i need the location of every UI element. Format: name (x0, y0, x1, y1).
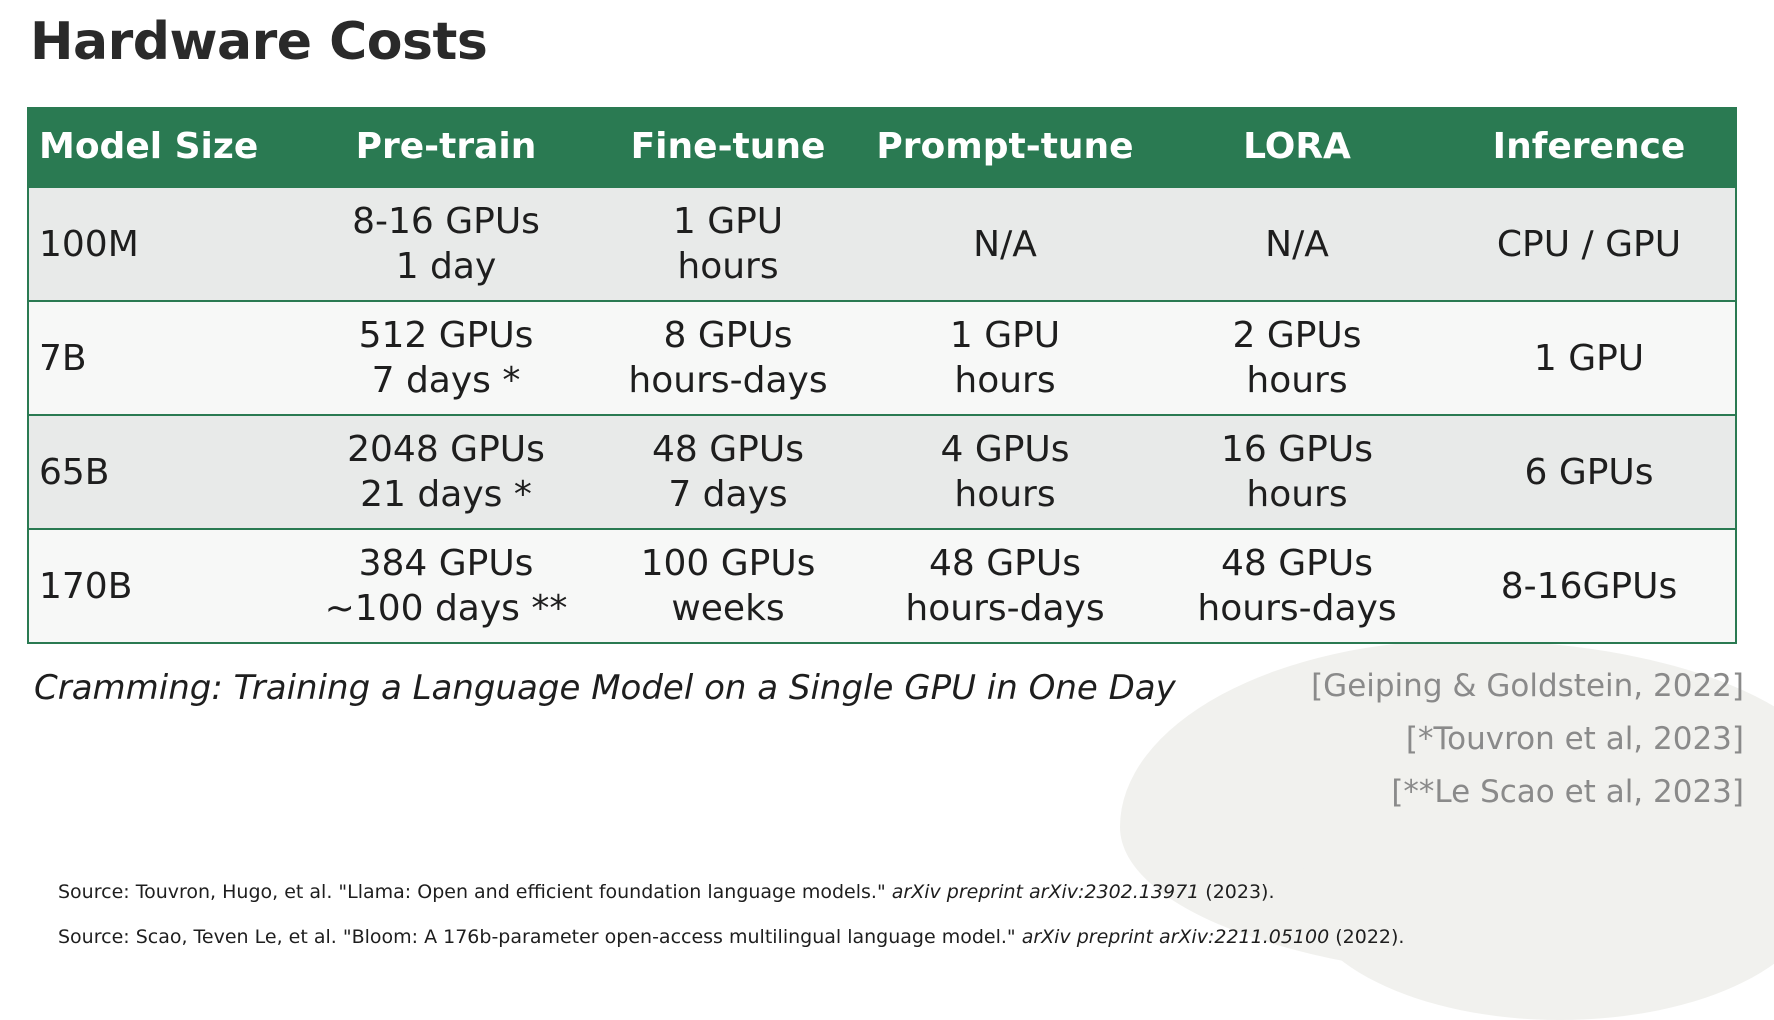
header-pre-train: Pre-train (295, 107, 597, 187)
header-inference: Inference (1443, 107, 1736, 187)
cell-line: 6 GPUs (1524, 451, 1654, 493)
cell-line: 7 days * (371, 360, 521, 401)
header-lora: LORA (1151, 107, 1443, 187)
source-llama: Source: Touvron, Hugo, et al. "Llama: Op… (58, 881, 1275, 903)
cell-fine-tune: 48 GPUs 7 days (597, 414, 859, 529)
sources: Source: Touvron, Hugo, et al. "Llama: Op… (58, 870, 1404, 960)
cell-line: 8-16 GPUs (352, 201, 540, 242)
cell-line: 8-16GPUs (1500, 565, 1678, 607)
cell-line: 7 days (668, 474, 788, 515)
cell-inference: CPU / GPU (1443, 186, 1736, 301)
table-row: 100M 8-16 GPUs 1 day 1 GPU hours N/A N/A CPU / … (28, 186, 1736, 301)
cell-line: hours (677, 246, 779, 287)
cell-line: 48 GPUs (1221, 543, 1373, 584)
cell-line: hours (1246, 474, 1348, 515)
cell-line: weeks (671, 588, 785, 629)
cell-line: 48 GPUs (652, 429, 804, 470)
cell-line: hours (1246, 360, 1348, 401)
cell-model-size: 170B (28, 528, 295, 644)
references: [Geiping & Goldstein, 2022] [*Touvron et… (1311, 660, 1744, 819)
cell-prompt-tune: 1 GPU hours (859, 300, 1151, 415)
header-fine-tune: Fine-tune (597, 107, 859, 187)
reference-le-scao: [**Le Scao et al, 2023] (1391, 774, 1744, 810)
reference-touvron: [*Touvron et al, 2023] (1405, 721, 1744, 757)
cell-line: hours-days (905, 588, 1105, 629)
cell-line: 512 GPUs (358, 315, 534, 356)
cell-prompt-tune: N/A (859, 186, 1151, 301)
cell-pre-train: 8-16 GPUs 1 day (295, 186, 597, 301)
cramming-caption: Cramming: Training a Language Model on a… (34, 668, 1176, 708)
cell-line: hours (954, 474, 1056, 515)
cell-line: 2048 GPUs (347, 429, 545, 470)
cell-line: hours-days (1197, 588, 1397, 629)
source-bloom: Source: Scao, Teven Le, et al. "Bloom: A… (58, 926, 1405, 948)
cell-fine-tune: 8 GPUs hours-days (597, 300, 859, 415)
cell-fine-tune: 100 GPUs weeks (597, 528, 859, 644)
cell-inference: 8-16GPUs (1443, 528, 1736, 644)
cell-line: 48 GPUs (929, 543, 1081, 584)
cell-line: 100 GPUs (640, 543, 816, 584)
cell-line: N/A (973, 223, 1037, 265)
cell-fine-tune: 1 GPU hours (597, 186, 859, 301)
cell-pre-train: 2048 GPUs 21 days * (295, 414, 597, 529)
table-row: 65B 2048 GPUs 21 days * 48 GPUs 7 days 4 GPUs… (28, 414, 1736, 529)
cell-lora: 48 GPUs hours-days (1151, 528, 1443, 644)
cell-line: 8 GPUs (663, 315, 793, 356)
slide-title: Hardware Costs (30, 12, 488, 72)
cell-line: 1 GPU (1533, 337, 1645, 379)
cell-pre-train: 512 GPUs 7 days * (295, 300, 597, 415)
hardware-costs-table: Model Size Pre-train Fine-tune Prompt-tu… (27, 107, 1737, 644)
cell-inference: 6 GPUs (1443, 414, 1736, 529)
cell-line: hours (954, 360, 1056, 401)
cell-line: 16 GPUs (1221, 429, 1373, 470)
cell-pre-train: 384 GPUs ~100 days ** (295, 528, 597, 644)
cell-line: N/A (1265, 223, 1329, 265)
cell-line: 1 GPU (949, 315, 1061, 356)
reference-geiping: [Geiping & Goldstein, 2022] (1311, 668, 1744, 704)
table-row: 7B 512 GPUs 7 days * 8 GPUs hours-days 1 GPU h… (28, 300, 1736, 415)
cell-prompt-tune: 4 GPUs hours (859, 414, 1151, 529)
cell-line: hours-days (628, 360, 828, 401)
table-row: 170B 384 GPUs ~100 days ** 100 GPUs weeks 48 … (28, 528, 1736, 644)
cell-line: 21 days * (360, 474, 532, 515)
cell-model-size: 100M (28, 186, 295, 301)
cell-lora: N/A (1151, 186, 1443, 301)
cell-inference: 1 GPU (1443, 300, 1736, 415)
table-header-row: Model Size Pre-train Fine-tune Prompt-tu… (28, 107, 1736, 187)
cell-line: 1 GPU (672, 201, 784, 242)
cell-prompt-tune: 48 GPUs hours-days (859, 528, 1151, 644)
cell-line: 384 GPUs (358, 543, 534, 584)
cell-line: CPU / GPU (1496, 223, 1682, 265)
header-prompt-tune: Prompt-tune (859, 107, 1151, 187)
header-model-size: Model Size (28, 107, 295, 187)
cell-lora: 2 GPUs hours (1151, 300, 1443, 415)
cell-model-size: 65B (28, 414, 295, 529)
cell-line: 2 GPUs (1232, 315, 1362, 356)
cell-line: 1 day (395, 246, 497, 287)
cell-model-size: 7B (28, 300, 295, 415)
cell-lora: 16 GPUs hours (1151, 414, 1443, 529)
table-body: 100M 8-16 GPUs 1 day 1 GPU hours N/A N/A CPU / … (28, 186, 1736, 644)
cell-line: ~100 days ** (324, 588, 568, 629)
cell-line: 4 GPUs (940, 429, 1070, 470)
